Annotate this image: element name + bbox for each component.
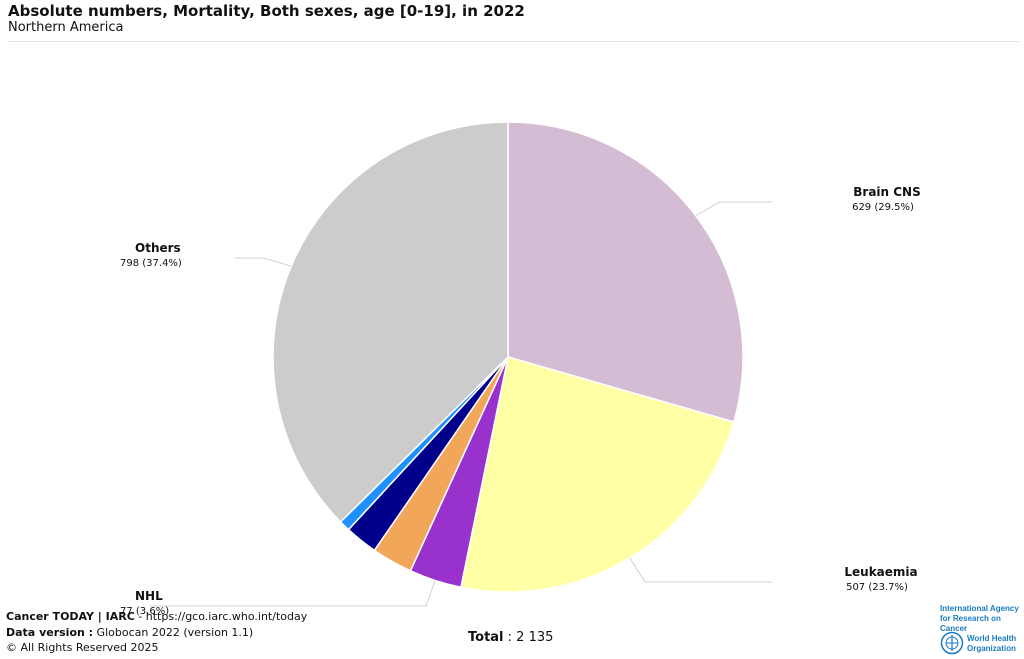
who-logo-line1: World Health bbox=[967, 634, 1017, 643]
total-value: 2 135 bbox=[516, 630, 554, 645]
iarc-logo: International Agency for Research on Can… bbox=[940, 604, 1024, 634]
pie-slice-brain-cns[interactable] bbox=[507, 121, 744, 423]
slice-value-others: 798 (37.4%) bbox=[120, 258, 182, 269]
leader-line-nhl bbox=[150, 580, 436, 607]
leader-line-brain-cns bbox=[695, 201, 772, 217]
chart-total: Total : 2 135 bbox=[468, 630, 554, 645]
pie-slice-others[interactable] bbox=[272, 121, 509, 523]
chart-subtitle: Northern America bbox=[8, 20, 124, 35]
footer-source-url[interactable]: - https://gco.iarc.who.int/today bbox=[134, 610, 308, 623]
slice-label-brain-cns: Brain CNS bbox=[853, 185, 921, 199]
slice-value-nhl: 77 (3.6%) bbox=[120, 606, 169, 617]
iarc-logo-line2: for Research on Cancer bbox=[940, 614, 1001, 633]
slice-value-brain-cns: 629 (29.5%) bbox=[852, 202, 914, 213]
footer-version-value: Globocan 2022 (version 1.1) bbox=[93, 626, 254, 639]
who-emblem-icon bbox=[940, 631, 964, 655]
footer-version-label: Data version : bbox=[6, 626, 94, 639]
header-divider bbox=[8, 41, 1020, 42]
slice-label-leukaemia: Leukaemia bbox=[844, 565, 917, 579]
leader-line-others bbox=[235, 257, 292, 267]
chart-title: Absolute numbers, Mortality, Both sexes,… bbox=[8, 2, 525, 20]
footer-source: Cancer TODAY | IARC - https://gco.iarc.w… bbox=[6, 610, 307, 623]
footer-copyright: © All Rights Reserved 2025 bbox=[6, 641, 159, 654]
slice-label-others: Others bbox=[135, 241, 181, 255]
footer-source-name: Cancer TODAY | IARC bbox=[6, 610, 135, 623]
total-label: Total bbox=[468, 630, 504, 645]
leader-line-leukaemia bbox=[629, 557, 772, 583]
iarc-logo-line1: International Agency bbox=[940, 604, 1019, 613]
who-logo: World Health Organization bbox=[940, 631, 1024, 655]
who-logo-line2: Organization bbox=[967, 644, 1016, 653]
slice-value-leukaemia: 507 (23.7%) bbox=[846, 582, 908, 593]
slice-label-nhl: NHL bbox=[135, 589, 163, 603]
footer-version: Data version : Globocan 2022 (version 1.… bbox=[6, 626, 253, 639]
